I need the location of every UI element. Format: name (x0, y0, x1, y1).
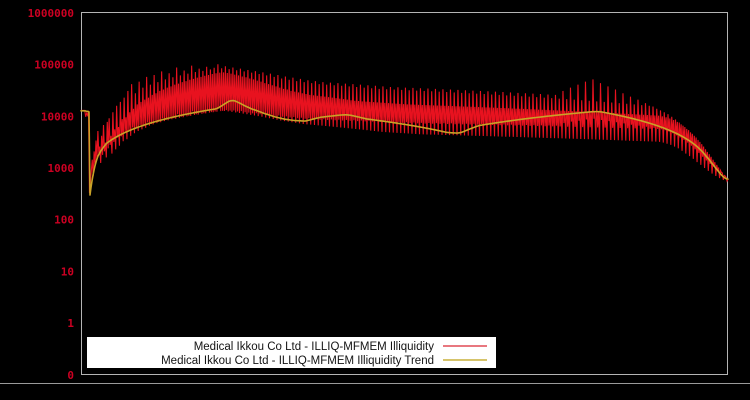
y-tick-label: 1 (67, 317, 74, 330)
legend-background (87, 337, 496, 368)
legend-label: Medical Ikkou Co Ltd - ILLIQ-MFMEM Illiq… (161, 355, 434, 367)
series-illiquidity-trend-line (80, 99, 729, 196)
series-illiquidity-line (81, 64, 729, 193)
plot-frame (81, 12, 728, 375)
y-tick-label: 1000000 (28, 7, 74, 20)
y-tick-label: 0 (67, 369, 74, 382)
y-tick-label: 10000 (41, 110, 74, 123)
y-tick-label: 1000 (48, 162, 75, 175)
y-tick-label: 100 (54, 214, 74, 227)
legend-label: Medical Ikkou Co Ltd - ILLIQ-MFMEM Illiq… (194, 341, 435, 353)
y-tick-label: 100000 (34, 59, 74, 72)
chart-legend: Medical Ikkou Co Ltd - ILLIQ-MFMEM Illiq… (87, 337, 496, 368)
series-lines (80, 64, 729, 196)
y-tick-label: 10 (61, 265, 74, 278)
